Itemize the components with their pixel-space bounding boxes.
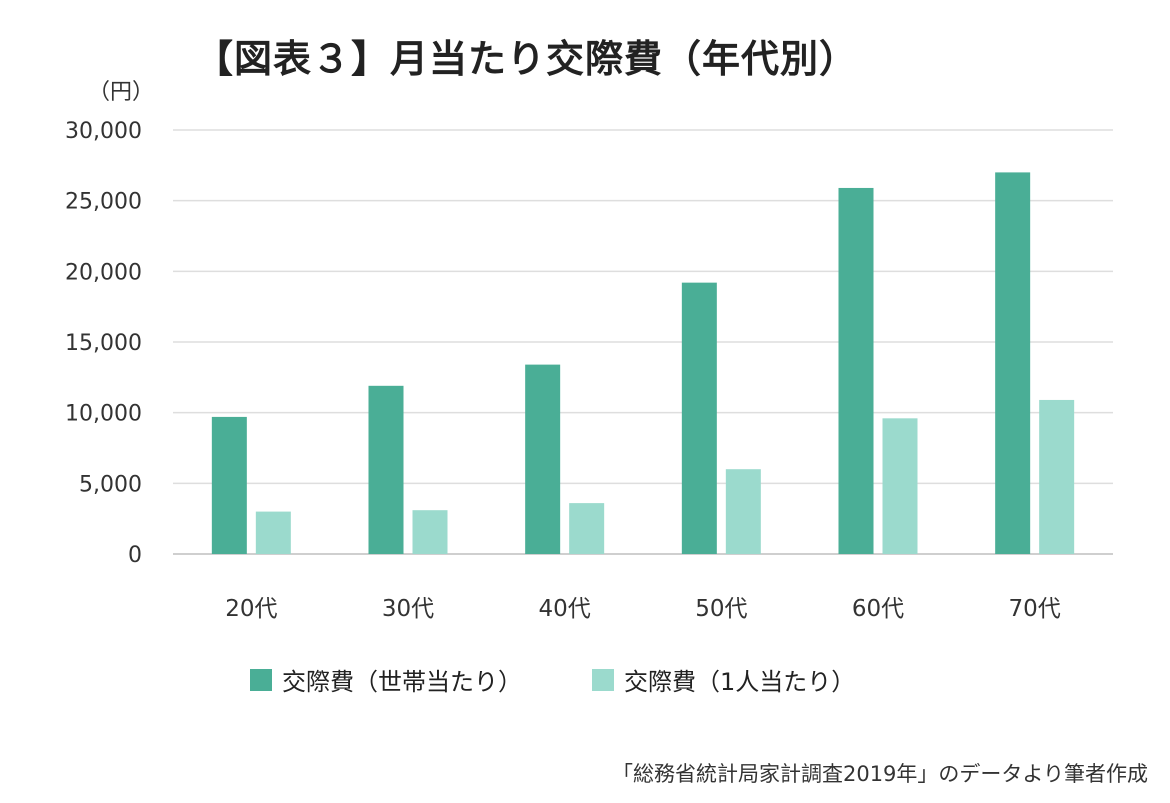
- x-tick-label: 60代: [852, 596, 904, 622]
- bar-household: [368, 385, 404, 554]
- source-note: 「総務省統計局家計調査2019年」のデータより筆者作成: [611, 762, 1148, 786]
- x-tick-label: 50代: [695, 596, 747, 622]
- y-tick-label: 15,000: [65, 331, 142, 356]
- bar-household: [681, 282, 717, 554]
- y-tick-label: 30,000: [65, 119, 142, 144]
- y-tick-label: 20,000: [65, 260, 142, 285]
- legend-label-household: 交際費（世帯当たり）: [282, 668, 522, 696]
- bar-per-person: [569, 503, 605, 554]
- x-tick-label: 30代: [382, 596, 434, 622]
- legend-swatch-per-person: [592, 668, 614, 691]
- bar-per-person: [725, 469, 761, 554]
- y-tick-label: 0: [128, 543, 142, 568]
- bar-household: [525, 364, 561, 554]
- bar-household: [995, 172, 1031, 554]
- chart-title: 【図表３】月当たり交際費（年代別）: [195, 37, 859, 81]
- x-tick-label: 70代: [1009, 596, 1061, 622]
- x-tick-label: 40代: [539, 596, 591, 622]
- bar-household: [211, 416, 247, 554]
- legend-item-household: 交際費（世帯当たり）: [250, 662, 522, 697]
- y-tick-label: 10,000: [65, 402, 142, 427]
- legend: 交際費（世帯当たり） 交際費（1人当たり）: [250, 662, 925, 697]
- legend-item-per-person: 交際費（1人当たり）: [592, 662, 855, 697]
- y-tick-label: 25,000: [65, 190, 142, 215]
- x-tick-label: 20代: [225, 596, 277, 622]
- legend-swatch-household: [250, 668, 272, 691]
- bar-per-person: [412, 510, 448, 554]
- bar-household: [838, 187, 874, 555]
- bar-per-person: [255, 511, 291, 554]
- legend-label-per-person: 交際費（1人当たり）: [624, 668, 856, 696]
- bar-per-person: [882, 418, 918, 554]
- bar-chart: 0 5,000 10,000 15,000 20,000 25,000 30,000 20代 3…: [65, 119, 1113, 622]
- y-axis-unit-label: （円）: [88, 80, 155, 105]
- y-tick-label: 5,000: [79, 472, 142, 497]
- bar-per-person: [1039, 399, 1075, 554]
